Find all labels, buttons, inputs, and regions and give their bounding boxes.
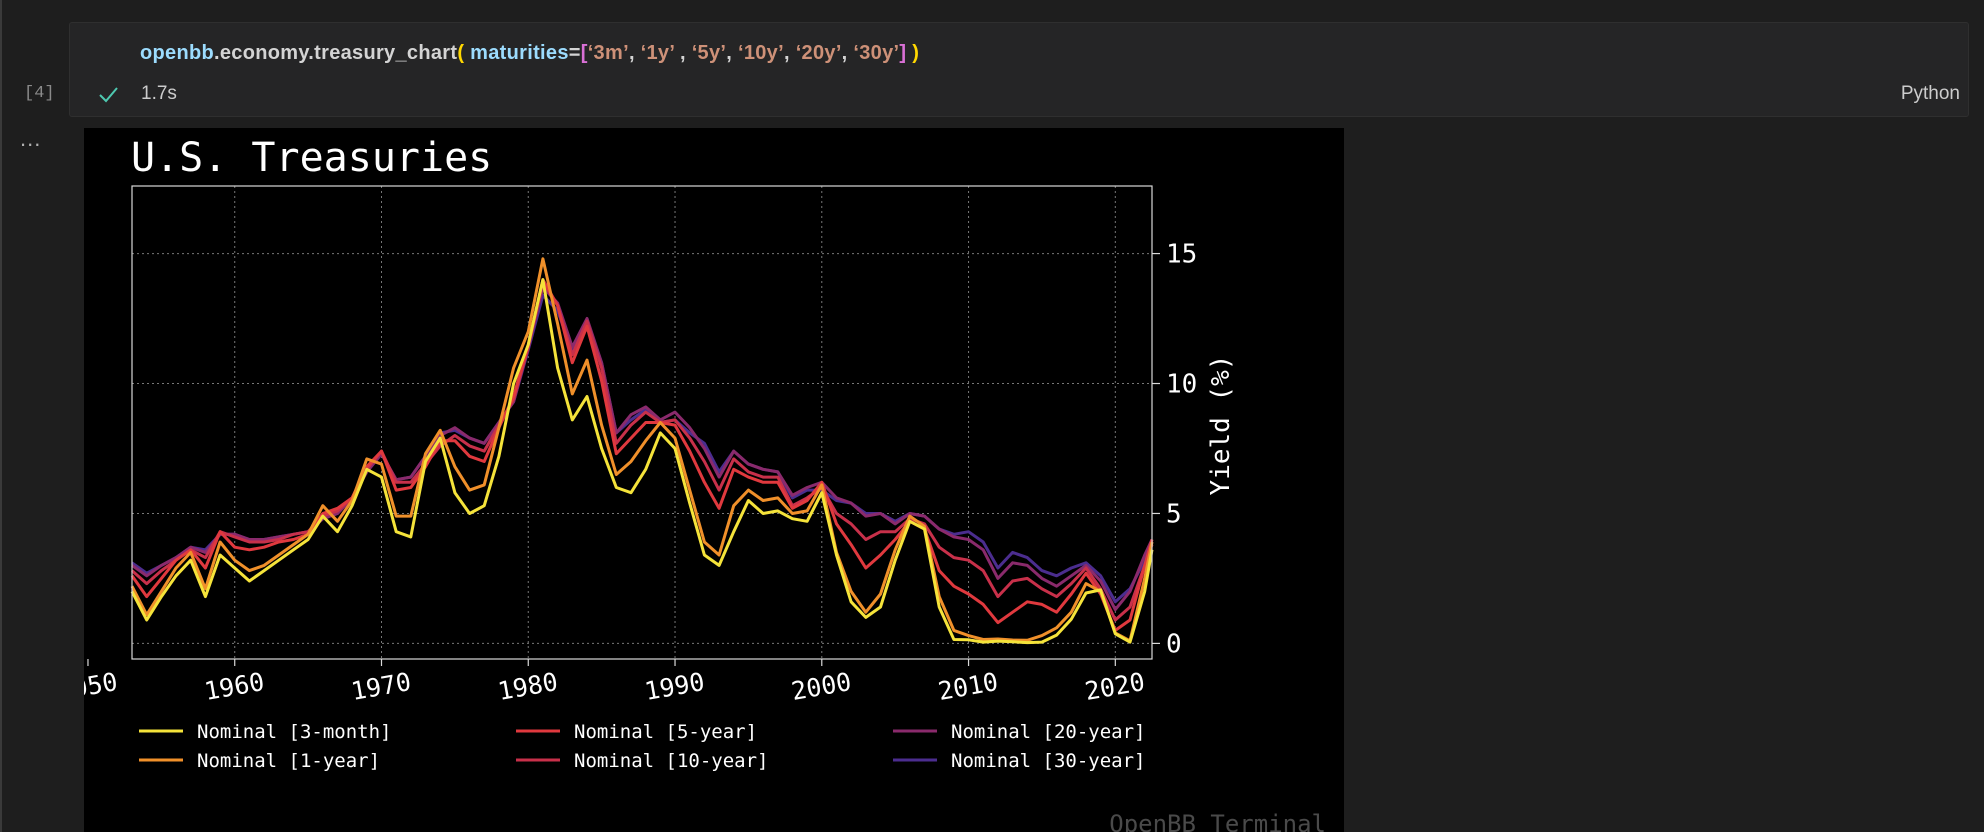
- series-line: [130, 278, 1154, 645]
- legend-label: Nominal [20-year]: [951, 721, 1145, 743]
- legend-label: Nominal [1-year]: [197, 750, 380, 772]
- y-tick-label: 10: [1166, 370, 1197, 400]
- chart-output: U.S. Treasuries 1950 1960 1970 1980 1990 2000…: [84, 128, 1344, 832]
- language-label[interactable]: Python: [1900, 83, 1960, 104]
- code-cell[interactable]: [69, 22, 1969, 117]
- execution-count: [4]: [24, 84, 55, 103]
- series-line: [130, 257, 1154, 643]
- x-tick-label: 1970: [349, 667, 413, 706]
- code-sep: ,: [841, 42, 854, 64]
- x-tick-label: 1990: [642, 667, 706, 706]
- legend-label: Nominal [3-month]: [197, 721, 391, 743]
- legend-item: Nominal [10-year]: [516, 750, 768, 772]
- legend-item: Nominal [1-year]: [139, 750, 380, 772]
- code-open-paren: (: [457, 42, 465, 64]
- code-module: openbb: [140, 42, 215, 64]
- code-string: ‘5y’: [691, 42, 727, 64]
- code-function: economy.treasury_chart: [219, 42, 458, 64]
- code-close-paren: ): [912, 42, 920, 64]
- output-menu-button[interactable]: ...: [20, 126, 42, 151]
- x-tick-label: 1960: [202, 667, 266, 706]
- legend-item: Nominal [30-year]: [893, 750, 1145, 772]
- execution-time: 1.7s: [141, 83, 177, 104]
- legend-label: Nominal [5-year]: [574, 721, 757, 743]
- y-tick-label: 0: [1166, 629, 1182, 659]
- chart-svg: U.S. Treasuries 1950 1960 1970 1980 1990 2000…: [84, 135, 1326, 832]
- watermark: OpenBB Terminal: [1109, 810, 1326, 832]
- legend-item: Nominal [3-month]: [139, 721, 391, 743]
- x-tick-label: 1950: [84, 667, 120, 706]
- check-icon: [99, 87, 118, 103]
- tick-layer: 1950 1960 1970 1980 1990 2000 2010 2020 0 5 10 15: [84, 240, 1197, 706]
- grid-layer: [132, 186, 1152, 659]
- legend-label: Nominal [30-year]: [951, 750, 1145, 772]
- code-open-bracket: [: [580, 42, 588, 64]
- code-sep: ,: [628, 42, 641, 64]
- series-line: [131, 280, 1154, 622]
- code-string: ‘10y’: [737, 42, 784, 64]
- legend: Nominal [3-month] Nominal [1-year] Nominal…: [139, 721, 1145, 772]
- code-close-bracket: ]: [899, 42, 907, 64]
- x-tick-label: 1980: [496, 667, 560, 706]
- series-layer: [130, 257, 1154, 645]
- plot-frame: [131, 185, 1153, 660]
- code-string: ‘3m’: [587, 42, 629, 64]
- x-tick-label: 2020: [1083, 667, 1147, 706]
- legend-item: Nominal [20-year]: [893, 721, 1145, 743]
- code-string: ‘30y’: [853, 42, 900, 64]
- y-tick-label: 15: [1166, 240, 1197, 270]
- code-sep: ,: [726, 42, 738, 64]
- code-string: ‘20y’: [795, 42, 842, 64]
- code-string: ‘1y’: [640, 42, 675, 64]
- chart-title: U.S. Treasuries: [131, 135, 492, 181]
- code-line[interactable]: openbb.economy.treasury_chart( maturitie…: [140, 42, 919, 65]
- legend-label: Nominal [10-year]: [574, 750, 768, 772]
- code-sep: ,: [674, 42, 692, 64]
- code-sep: ,: [783, 42, 796, 64]
- x-tick-label: 2010: [936, 667, 1000, 706]
- y-axis-label: Yield (%): [1206, 355, 1236, 496]
- code-param: maturities: [470, 42, 569, 64]
- y-tick-label: 5: [1166, 499, 1182, 529]
- x-tick-label: 2000: [789, 667, 853, 706]
- code-dot: .: [214, 42, 220, 64]
- window-border: [0, 0, 2, 832]
- legend-item: Nominal [5-year]: [516, 721, 757, 743]
- code-equals: =: [568, 42, 581, 64]
